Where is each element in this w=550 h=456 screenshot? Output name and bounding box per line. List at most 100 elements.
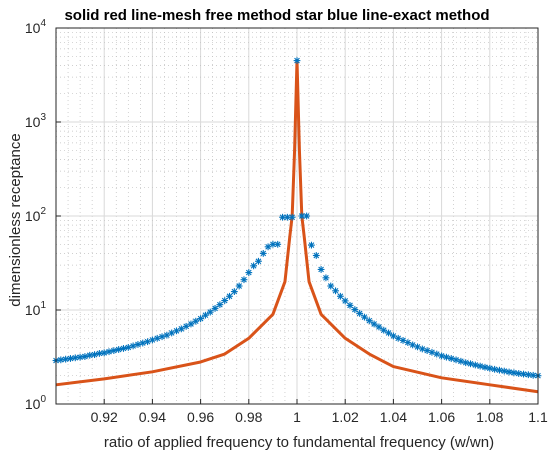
- y-tick-label: 104: [25, 18, 47, 36]
- star-marker: [288, 213, 296, 221]
- star-marker: [457, 357, 465, 365]
- star-marker: [250, 262, 258, 270]
- star-marker: [370, 320, 378, 328]
- star-marker: [438, 352, 445, 360]
- star-marker: [264, 243, 272, 251]
- plot-area: [52, 57, 542, 394]
- star-marker: [418, 345, 426, 353]
- y-tick-label: 101: [25, 300, 47, 318]
- star-marker: [308, 241, 315, 249]
- star-marker: [202, 311, 209, 319]
- x-tick-label: 1.02: [332, 409, 359, 425]
- star-marker: [206, 308, 214, 316]
- star-marker: [259, 250, 267, 257]
- star-marker: [303, 212, 311, 220]
- star-marker: [274, 240, 282, 248]
- star-marker: [115, 346, 123, 353]
- star-marker: [221, 297, 229, 304]
- star-marker: [293, 57, 301, 64]
- x-tick-label: 0.92: [91, 409, 118, 425]
- star-marker: [240, 276, 248, 284]
- star-marker: [124, 344, 132, 351]
- star-marker: [149, 336, 156, 344]
- star-marker: [245, 269, 253, 276]
- x-tick-label: 1.1: [528, 409, 548, 425]
- x-tick-label: 1.08: [476, 409, 503, 425]
- star-marker: [385, 329, 392, 337]
- star-marker: [447, 355, 455, 362]
- star-marker: [158, 333, 166, 341]
- star-marker: [255, 257, 262, 265]
- star-marker: [365, 317, 373, 325]
- star-marker: [91, 351, 98, 359]
- star-marker: [71, 354, 79, 362]
- star-marker: [356, 310, 364, 317]
- star-marker: [452, 356, 460, 364]
- star-marker: [467, 360, 474, 368]
- x-tick-label: 1.06: [428, 409, 455, 425]
- star-marker: [351, 306, 359, 313]
- x-tick-label: 1: [293, 409, 301, 425]
- star-marker: [520, 370, 527, 378]
- star-marker: [346, 301, 354, 309]
- star-marker: [120, 345, 127, 352]
- star-marker: [524, 371, 532, 379]
- star-marker: [81, 353, 89, 360]
- star-marker: [380, 326, 388, 334]
- star-marker: [322, 274, 330, 282]
- x-tick-label: 1.04: [380, 409, 407, 425]
- star-marker: [216, 301, 224, 309]
- star-marker: [110, 347, 118, 354]
- star-marker: [336, 292, 344, 300]
- star-marker: [428, 348, 436, 356]
- star-marker: [476, 362, 484, 370]
- y-tick-label: 103: [25, 112, 47, 130]
- star-marker: [496, 366, 503, 374]
- star-marker: [486, 364, 494, 372]
- star-marker: [144, 338, 151, 346]
- star-marker: [390, 332, 397, 340]
- star-marker: [182, 322, 190, 330]
- y-tick-label: 100: [25, 394, 47, 412]
- star-marker: [312, 252, 320, 259]
- star-marker: [361, 313, 368, 321]
- star-marker: [515, 370, 523, 377]
- star-marker: [187, 320, 195, 328]
- star-marker: [192, 317, 200, 325]
- star-marker: [462, 359, 470, 367]
- star-marker: [505, 368, 513, 376]
- star-marker: [235, 282, 243, 290]
- star-marker: [211, 304, 219, 312]
- star-marker: [491, 365, 499, 373]
- x-tick-label: 0.96: [187, 409, 214, 425]
- star-marker: [510, 369, 518, 377]
- star-marker: [57, 356, 65, 364]
- star-marker: [327, 282, 335, 290]
- star-marker: [177, 325, 185, 333]
- star-marker: [197, 315, 204, 323]
- star-marker: [86, 351, 94, 359]
- y-axis-label: dimensionless receptance: [7, 133, 24, 306]
- star-marker: [129, 342, 137, 350]
- star-marker: [317, 266, 325, 273]
- x-tick-label: 0.94: [139, 409, 166, 425]
- star-marker: [341, 297, 349, 305]
- star-marker: [332, 287, 339, 295]
- x-axis-label: ratio of applied frequency to fundamenta…: [104, 434, 494, 451]
- star-marker: [67, 355, 74, 362]
- star-marker: [100, 349, 108, 357]
- star-marker: [62, 355, 70, 363]
- chart-title: solid red line-mesh free method star blu…: [64, 7, 489, 24]
- star-marker: [105, 348, 113, 356]
- star-marker: [134, 341, 142, 348]
- star-marker: [375, 323, 383, 331]
- star-marker: [95, 350, 103, 357]
- star-marker: [500, 367, 508, 375]
- star-marker: [76, 353, 84, 361]
- y-tick-label: 102: [25, 206, 47, 224]
- star-marker: [226, 292, 233, 300]
- star-marker: [230, 288, 238, 295]
- star-marker: [471, 361, 479, 369]
